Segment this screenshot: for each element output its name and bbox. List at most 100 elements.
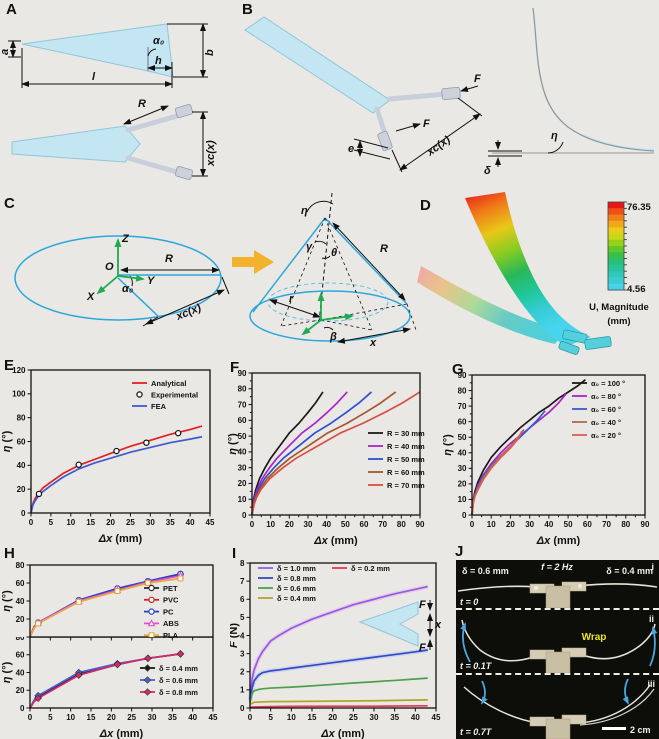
svg-text:3: 3 — [240, 649, 245, 658]
svg-text:30: 30 — [304, 520, 313, 529]
legend-item: R = 60 mm — [368, 468, 425, 477]
svg-text:90: 90 — [641, 520, 650, 529]
angle-label-beta: β — [329, 331, 337, 343]
photo-frame-i: δ = 0.6 mm f = 2 Hz δ = 0.4 mm t = 0 i — [456, 560, 659, 608]
legend: δ = 0.4 mm δ = 0.6 mm δ = 0.8 mm — [140, 664, 198, 697]
axes-box — [29, 564, 214, 638]
svg-text:0: 0 — [29, 518, 34, 527]
svg-text:10: 10 — [66, 518, 75, 527]
tick-labels: 0 5 10 15 20 25 30 35 40 45 0 20 40 60 80 — [16, 637, 218, 722]
svg-text:35: 35 — [166, 518, 175, 527]
svg-text:40: 40 — [16, 597, 25, 606]
svg-text:0: 0 — [248, 713, 253, 722]
svg-text:35: 35 — [390, 713, 399, 722]
legend-item: PC — [144, 607, 174, 616]
dim-label-R: R — [138, 98, 146, 110]
dim-label-xc-b: xc(x) — [424, 134, 453, 159]
axis-label: Δx (mm) — [536, 535, 581, 546]
svg-text:90: 90 — [458, 371, 467, 380]
svg-text:PLA: PLA — [163, 631, 179, 640]
filament-right-wrapped-1 — [577, 684, 651, 724]
series-line-ABS — [29, 574, 181, 638]
series-line-FEA — [30, 435, 203, 514]
dimensions-a-top — [8, 23, 208, 88]
series-line-δ = 0.2 mm — [249, 704, 428, 708]
tick-labels: 0 10 20 30 40 50 60 70 80 90 0 10 20 30 40 50 60 70 80 90 — [458, 371, 650, 529]
series-line-Analytical — [30, 425, 203, 514]
dim-label-xc-c: xc(x) — [174, 302, 204, 323]
angle-label-gamma: γ — [306, 241, 313, 253]
svg-text:δ = 0.4 mm: δ = 0.4 mm — [159, 664, 198, 673]
svg-text:0: 0 — [250, 520, 255, 529]
svg-text:80: 80 — [397, 520, 406, 529]
svg-text:30: 30 — [370, 713, 379, 722]
panel-h-top-chart: 20 40 60 80 η (°) PET PVC PC ABS PLA — [0, 546, 230, 642]
ticks — [248, 372, 421, 519]
axis-label-z: Z — [121, 233, 130, 245]
tick-labels: 20 40 60 80 — [16, 561, 25, 624]
svg-text:80: 80 — [238, 385, 247, 394]
diagram-c: Z Y X O α₀ R xc(x) — [14, 192, 417, 349]
label-t0: t = 0 — [460, 597, 478, 607]
legend-item: δ = 0.8 mm — [140, 688, 198, 697]
down-arrow-right-icon — [622, 678, 629, 705]
svg-text:δ = 0.8 mm: δ = 0.8 mm — [277, 574, 316, 583]
svg-text:10: 10 — [66, 713, 75, 722]
svg-text:δ = 0.2 mm: δ = 0.2 mm — [351, 564, 390, 573]
svg-text:35: 35 — [168, 713, 177, 722]
wrap-label: Wrap — [582, 632, 607, 643]
frame-number-iii: iii — [647, 679, 655, 689]
svg-text:20: 20 — [458, 480, 467, 489]
svg-text:40: 40 — [238, 448, 247, 457]
svg-text:25: 25 — [349, 713, 358, 722]
svg-text:30: 30 — [148, 713, 157, 722]
svg-text:40: 40 — [544, 520, 553, 529]
svg-text:10: 10 — [287, 713, 296, 722]
svg-text:20: 20 — [238, 479, 247, 488]
panel-label-c: C — [4, 195, 15, 212]
connector-upper — [175, 104, 193, 118]
base-circle — [14, 235, 222, 321]
dim-label-l: l — [92, 71, 96, 83]
panel-label-b: B — [242, 1, 253, 18]
force-label-2: F — [474, 73, 481, 85]
axis-label: η (°) — [1, 430, 13, 452]
svg-text:8: 8 — [240, 559, 245, 568]
svg-text:20: 20 — [506, 520, 515, 529]
legend-item: δ = 0.4 mm — [140, 664, 198, 673]
arm-right — [386, 91, 449, 102]
down-arrow-left-icon — [480, 680, 488, 705]
chart-Htop: 20 40 60 80 η (°) PET PVC PC ABS PLA — [1, 561, 214, 641]
svg-text:α₀ = 40 °: α₀ = 40 ° — [591, 418, 621, 427]
axis-label: Δx (mm) — [313, 535, 358, 546]
connector-right — [441, 87, 461, 100]
svg-text:5: 5 — [240, 613, 245, 622]
panel-j: δ = 0.6 mm f = 2 Hz δ = 0.4 mm t = 0 i W… — [456, 546, 659, 739]
center-fixture — [529, 581, 587, 608]
svg-text:0: 0 — [20, 704, 25, 713]
panel-g-chart: 0 10 20 30 40 50 60 70 80 90 0 10 20 30 40 50 60 70 80 90 Δx… — [440, 358, 659, 546]
connector-lower — [175, 166, 193, 180]
legend-item: α₀ = 100 ° — [572, 379, 625, 388]
series-line-δ = 0.4 mm — [249, 698, 428, 706]
photo-frame-iii: 2 cm t = 0.7T iii — [456, 673, 659, 739]
legend-item: δ = 0.6 mm — [258, 584, 316, 593]
series-line-PET — [29, 573, 181, 638]
svg-text:25: 25 — [126, 518, 135, 527]
svg-text:80: 80 — [17, 413, 26, 422]
cone-group — [249, 192, 417, 344]
svg-text:PET: PET — [163, 584, 178, 593]
beam-arm-lower — [125, 155, 187, 177]
dim-label-xc: xc(x) — [205, 140, 217, 167]
axes-xyz — [96, 238, 145, 295]
beam-3d-shape — [244, 16, 391, 114]
diagram-d: 76.35 4.56 U, Magnitude (mm) — [417, 192, 651, 356]
beam-folded-shape — [11, 125, 141, 163]
svg-text:120: 120 — [12, 366, 26, 375]
svg-text:FEA: FEA — [151, 402, 167, 411]
series-group — [251, 391, 421, 516]
panel-i-inset: F x F — [358, 599, 442, 654]
svg-text:0: 0 — [240, 704, 245, 713]
panel-f-chart: 0 10 20 30 40 50 60 70 80 90 0 10 20 30 40 50 60 70 80 90 Δx… — [228, 358, 440, 546]
